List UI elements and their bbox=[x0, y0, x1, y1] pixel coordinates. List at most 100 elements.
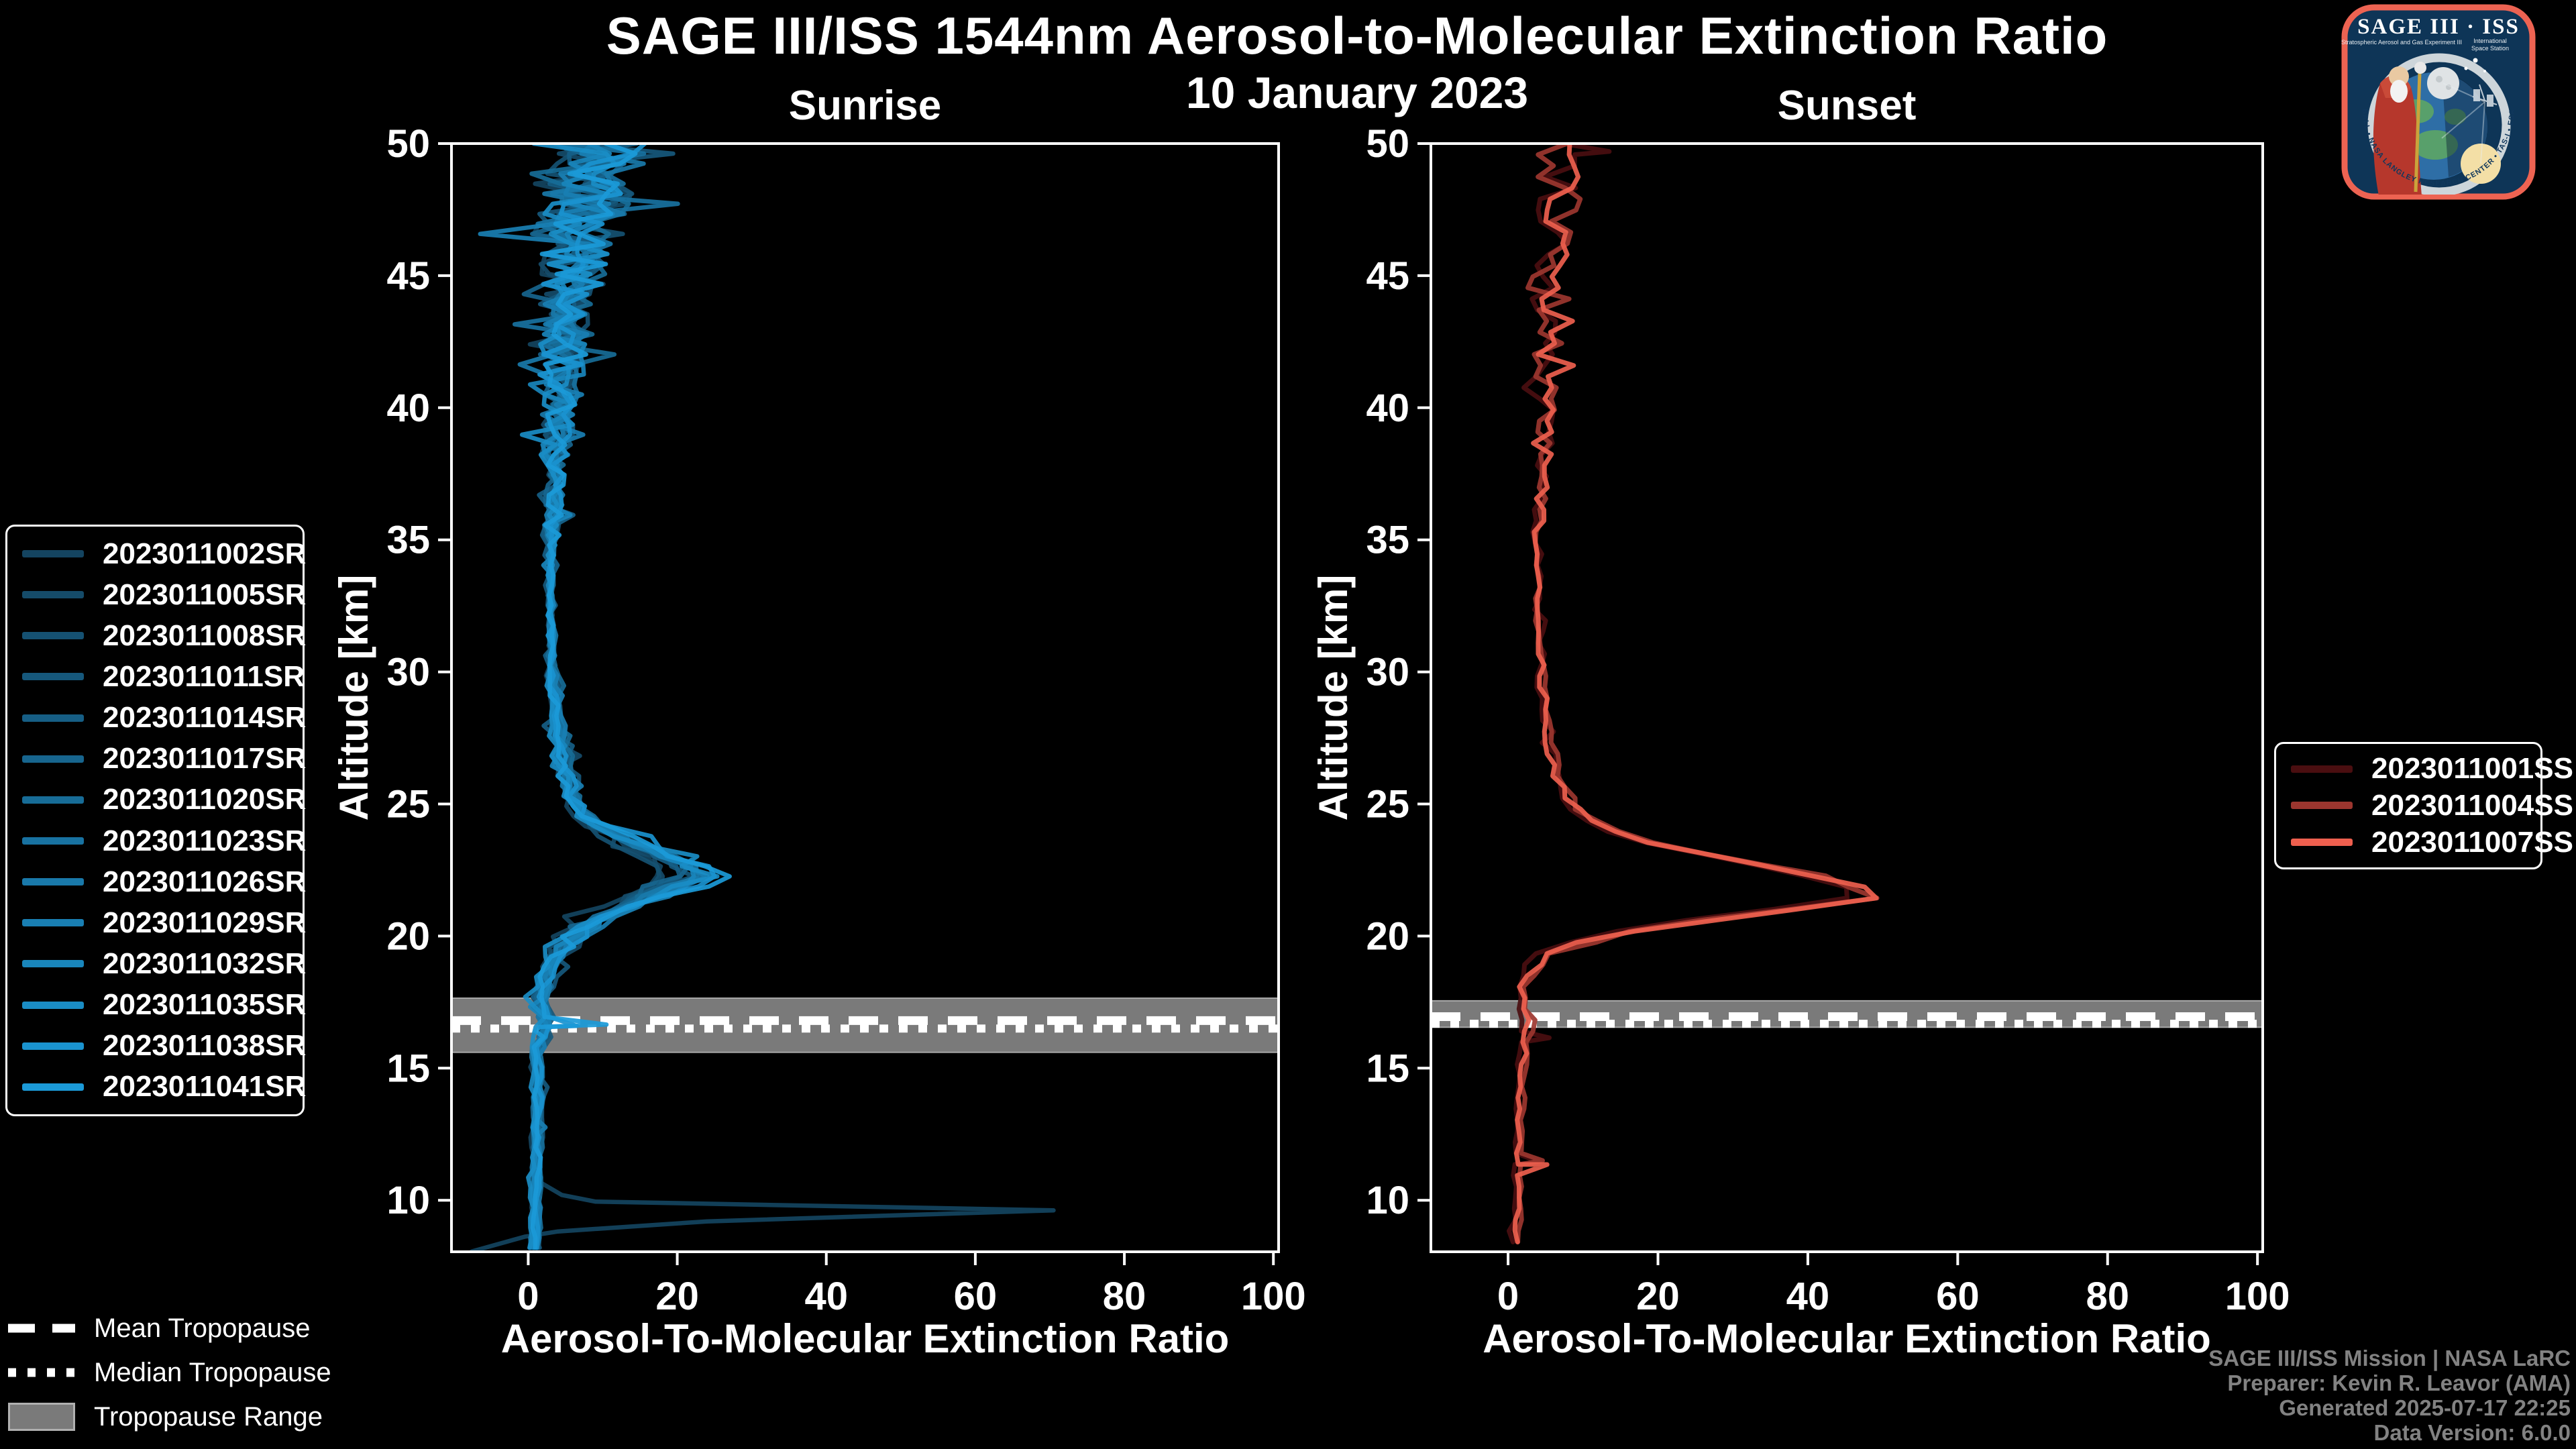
y-tick-label: 15 bbox=[386, 1046, 430, 1090]
logo-wizard-icon bbox=[2373, 62, 2426, 195]
legend-item: 2023011014SR bbox=[7, 701, 307, 735]
logo-subtitle-right-1: International bbox=[2473, 38, 2507, 44]
legend-item: 2023011011SR bbox=[7, 659, 305, 694]
legend-item: 2023011032SR bbox=[7, 947, 307, 981]
logo-orbit-ring-icon bbox=[2367, 53, 2511, 195]
credit-mission: SAGE III/ISS Mission | NASA LaRC bbox=[2208, 1346, 2571, 1371]
y-tick-label: 45 bbox=[386, 254, 430, 298]
x-tick-label: 20 bbox=[1636, 1275, 1680, 1318]
legend-item-label: 2023011014SR bbox=[103, 701, 307, 735]
legend-item-label: 2023011011SR bbox=[103, 659, 305, 693]
credits-block: SAGE III/ISS Mission | NASA LaRC Prepare… bbox=[2208, 1346, 2571, 1445]
legend-line-swatch-icon bbox=[22, 1001, 84, 1009]
legend-item-label: 2023011007SS bbox=[2371, 825, 2573, 859]
legend-item-label: 2023011029SR bbox=[103, 906, 307, 939]
legend-item-label: 2023011032SR bbox=[103, 947, 307, 980]
x-tick-label: 60 bbox=[954, 1275, 998, 1318]
median-tropopause-legend-item: Median Tropopause bbox=[7, 1355, 331, 1390]
legend-item-label: 2023011004SS bbox=[2371, 788, 2573, 822]
y-tick-label: 20 bbox=[1366, 914, 1409, 958]
legend-line-swatch-icon bbox=[22, 714, 84, 722]
legend-item-label: 2023011041SR bbox=[103, 1070, 307, 1104]
sunrise-legend: 2023011002SR 2023011005SR 2023011008SR 2023… bbox=[5, 525, 307, 1116]
sunrise-panel-title: Sunrise bbox=[788, 83, 942, 129]
series-line-2023011041SR bbox=[530, 144, 732, 1250]
median-tropopause-dotted-line-icon bbox=[7, 1367, 76, 1378]
legend-item: 2023011005SR bbox=[7, 578, 306, 612]
legend-item-label: 2023011001SS bbox=[2371, 752, 2573, 786]
y-tick-label: 40 bbox=[386, 386, 430, 430]
y-tick-label: 30 bbox=[386, 651, 430, 694]
legend-item-label: 2023011002SR bbox=[103, 537, 307, 570]
legend-line-swatch-icon bbox=[22, 796, 84, 804]
y-tick-label: 50 bbox=[386, 122, 430, 166]
sage-iii-iss-logo: BALL • NASA LANGLEY RESEARCH CENTER • TA… bbox=[2341, 4, 2536, 200]
y-tick-label: 45 bbox=[1366, 254, 1409, 298]
y-axis-label: Altitude [km] bbox=[331, 575, 376, 821]
y-tick-label: 25 bbox=[386, 783, 430, 826]
tropopause-range-label: Tropopause Range bbox=[94, 1401, 323, 1432]
logo-sun-icon bbox=[2461, 144, 2501, 184]
logo-stars-icon bbox=[2464, 58, 2486, 72]
legend-line-swatch-icon bbox=[2291, 802, 2353, 810]
legend-item-label: 2023011038SR bbox=[103, 1029, 307, 1063]
legend-item: 2023011002SR bbox=[7, 537, 307, 571]
x-tick-label: 100 bbox=[2225, 1275, 2290, 1318]
y-tick-label: 50 bbox=[1366, 122, 1409, 166]
legend-line-swatch-icon bbox=[22, 550, 84, 558]
legend-item-label: 2023011023SR bbox=[103, 824, 307, 857]
x-tick-label: 60 bbox=[1936, 1275, 1980, 1318]
y-tick-label: 10 bbox=[386, 1179, 430, 1222]
x-axis-label: Aerosol-To-Molecular Extinction Ratio bbox=[1483, 1316, 2211, 1361]
mean-tropopause-label: Mean Tropopause bbox=[94, 1313, 311, 1343]
series-line-2023011001SS bbox=[1507, 144, 1849, 1244]
series-line-2023011026SR bbox=[517, 144, 706, 1250]
logo-moon-icon bbox=[2427, 67, 2459, 99]
legend-line-swatch-icon bbox=[22, 632, 84, 640]
legend-item-label: 2023011008SR bbox=[103, 619, 307, 652]
y-tick-label: 35 bbox=[386, 519, 430, 562]
legend-item: 2023011035SR bbox=[7, 988, 306, 1022]
legend-line-swatch-icon bbox=[22, 837, 84, 845]
y-tick-label: 30 bbox=[1366, 651, 1409, 694]
tropopause-range-swatch-icon bbox=[7, 1403, 76, 1431]
plot-frame bbox=[450, 142, 1280, 1253]
logo-subtitle-right-2: Space Station bbox=[2471, 45, 2509, 52]
y-tick-label: 25 bbox=[1366, 783, 1409, 826]
sunset-legend: 2023011001SS 2023011004SS 2023011007SS bbox=[2274, 742, 2573, 869]
legend-line-swatch-icon bbox=[2291, 765, 2353, 773]
x-tick-label: 80 bbox=[2086, 1275, 2129, 1318]
sunset-panel-title: Sunset bbox=[1777, 83, 1917, 129]
tropopause-legend: Mean Tropopause Median Tropopause Tropop… bbox=[7, 1311, 331, 1434]
series-line-2023011038SR bbox=[531, 144, 717, 1250]
x-axis-label: Aerosol-To-Molecular Extinction Ratio bbox=[501, 1316, 1230, 1361]
legend-line-swatch-icon bbox=[22, 1083, 84, 1091]
legend-item: 2023011020SR bbox=[7, 783, 306, 816]
x-tick-label: 0 bbox=[517, 1275, 539, 1318]
credit-generated: Generated 2025-07-17 22:25 bbox=[2279, 1395, 2571, 1420]
legend-item: 2023011026SR bbox=[7, 865, 307, 899]
legend-item: 2023011041SR bbox=[7, 1070, 307, 1104]
legend-line-swatch-icon bbox=[22, 591, 84, 599]
logo-title: SAGE III · ISS bbox=[2357, 15, 2520, 39]
series-line-2023011007SS bbox=[1512, 144, 1879, 1244]
legend-line-swatch-icon bbox=[22, 673, 84, 681]
legend-item-label: 2023011026SR bbox=[103, 865, 307, 898]
x-tick-label: 20 bbox=[655, 1275, 699, 1318]
legend-item: 2023011004SS bbox=[2276, 789, 2573, 822]
series-line-2023011029SR bbox=[478, 144, 710, 1250]
date-subtitle: 10 January 2023 bbox=[1185, 68, 1529, 117]
y-tick-label: 35 bbox=[1366, 519, 1409, 562]
y-axis-label: Altitude [km] bbox=[1311, 575, 1356, 821]
series-line-2023011004SS bbox=[1515, 144, 1880, 1244]
plot-frame bbox=[1430, 142, 2264, 1253]
x-tick-label: 100 bbox=[1241, 1275, 1306, 1318]
legend-line-swatch-icon bbox=[22, 1042, 84, 1050]
legend-item: 2023011029SR bbox=[7, 906, 307, 940]
mean-tropopause-dashed-line-icon bbox=[7, 1323, 76, 1334]
legend-item: 2023011001SS bbox=[2276, 752, 2573, 786]
legend-item: 2023011038SR bbox=[7, 1029, 307, 1063]
median-tropopause-label: Median Tropopause bbox=[94, 1357, 331, 1387]
